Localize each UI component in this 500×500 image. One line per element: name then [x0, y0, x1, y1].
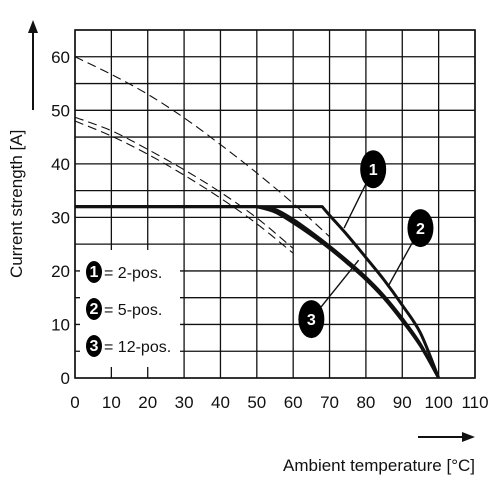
x-tick-label: 50	[247, 393, 266, 412]
x-tick-label: 0	[70, 393, 79, 412]
y-tick-label: 10	[51, 315, 70, 334]
dashed-curve-1	[74, 56, 330, 238]
callout-number-3: 3	[307, 312, 316, 329]
y-tick-label: 40	[51, 155, 70, 174]
x-tick-labels: 0 10 20 30 40 50 60 70 80 90 100 110	[70, 393, 488, 412]
y-tick-label: 0	[61, 369, 70, 388]
callout-number-2: 2	[416, 221, 425, 238]
x-axis-arrow	[418, 432, 475, 442]
x-tick-label: 110	[461, 393, 488, 412]
legend-marker-2	[86, 298, 102, 320]
x-axis-label: Ambient temperature [°C]	[283, 456, 475, 475]
callout-number-1: 1	[369, 162, 378, 179]
y-tick-label: 50	[51, 101, 70, 120]
grid	[74, 29, 476, 379]
callout-markers: 1 2 3	[298, 150, 434, 339]
plot-border	[74, 29, 476, 379]
x-tick-label: 40	[211, 393, 230, 412]
y-tick-label: 60	[51, 48, 70, 67]
legend-marker-number: 3	[90, 338, 99, 355]
legend-label: = 5-pos.	[104, 302, 162, 319]
dashed-curves	[74, 56, 330, 254]
callout-marker-3	[298, 300, 325, 339]
legend-label: = 2-pos.	[104, 265, 162, 282]
x-tick-label: 80	[356, 393, 375, 412]
callout-marker-2	[407, 209, 434, 248]
y-tick-label: 20	[51, 262, 70, 281]
y-axis-arrow	[28, 20, 38, 110]
legend-marker-3	[86, 335, 102, 357]
series-lines	[75, 205, 441, 379]
x-tick-label: 10	[102, 393, 121, 412]
x-tick-label: 100	[424, 393, 452, 412]
y-tick-labels: 0 10 20 30 40 50 60	[51, 48, 70, 388]
x-tick-label: 60	[284, 393, 303, 412]
x-tick-label: 30	[175, 393, 194, 412]
series-line-1	[75, 205, 441, 379]
y-axis-label: Current strength [A]	[7, 130, 26, 278]
series-line-3	[75, 205, 440, 379]
legend-marker-1	[86, 261, 102, 283]
x-tick-label: 90	[393, 393, 412, 412]
legend-label: = 12-pos.	[104, 339, 171, 356]
callout-marker-1	[360, 150, 387, 189]
x-tick-label: 20	[138, 393, 157, 412]
legend-marker-number: 1	[90, 264, 99, 281]
y-tick-label: 30	[51, 208, 70, 227]
legend-marker-number: 2	[90, 301, 99, 318]
legend: 1 = 2-pos. 2 = 5-pos. 3 = 12-pos.	[80, 250, 180, 367]
x-tick-label: 70	[320, 393, 339, 412]
